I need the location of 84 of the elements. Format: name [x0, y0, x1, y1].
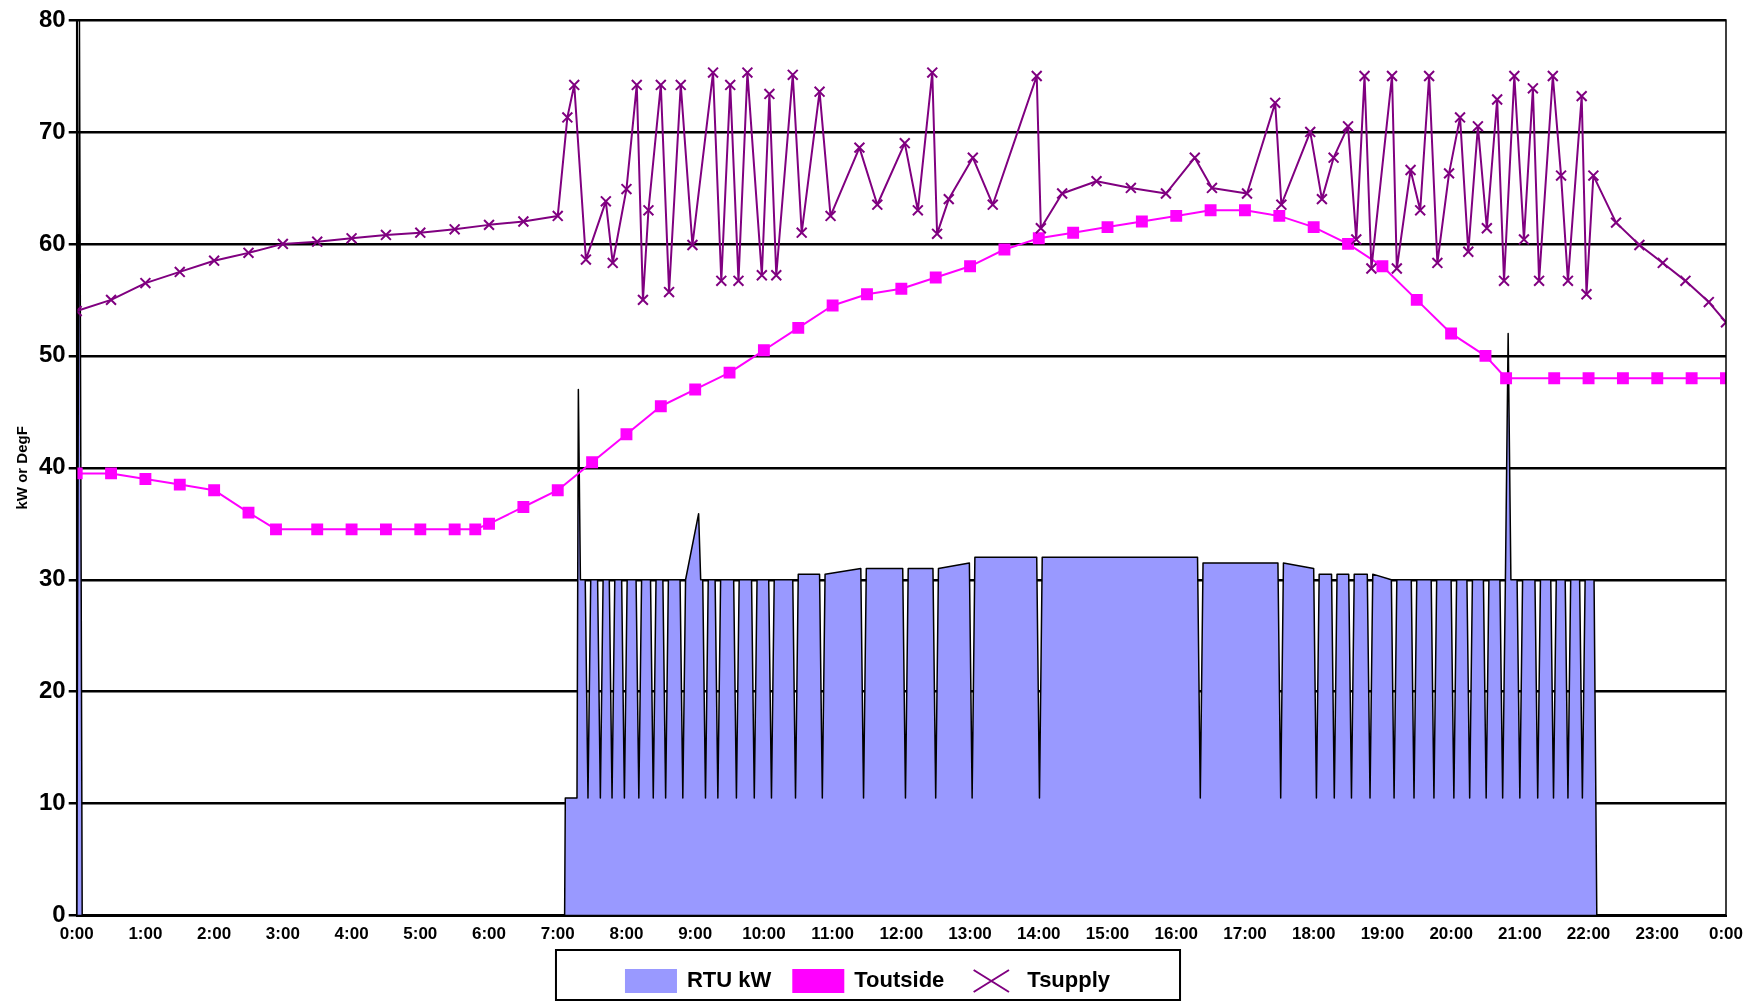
- point: [270, 523, 282, 536]
- x-tick-label: 2:00: [197, 924, 232, 944]
- point: [1204, 204, 1217, 217]
- point: [242, 506, 255, 519]
- x-tick-label: 0:00: [1708, 924, 1744, 944]
- point: [1582, 372, 1595, 385]
- x-tick-label: 22:00: [1566, 924, 1611, 944]
- x-tick-label: 4:00: [334, 924, 369, 944]
- point: [448, 523, 461, 536]
- x-tick-label: 1:00: [128, 924, 163, 944]
- point: [964, 260, 977, 273]
- point: [586, 456, 599, 469]
- legend-label: RTU kW: [686, 967, 772, 993]
- x-tick-label: 19:00: [1360, 924, 1405, 944]
- y-tick-label: 80: [38, 4, 66, 32]
- x-tick-label: 17:00: [1223, 924, 1267, 944]
- point: [551, 484, 564, 497]
- point: [998, 243, 1011, 256]
- x-tick-label: 10:00: [742, 924, 786, 944]
- point: [689, 383, 702, 396]
- point: [826, 299, 839, 312]
- x-tick-label: 16:00: [1154, 924, 1198, 944]
- point: [414, 523, 427, 536]
- y-tick-label: 30: [38, 564, 66, 592]
- x-tick-label: 21:00: [1498, 924, 1542, 944]
- x-tick-label: 7:00: [540, 924, 575, 944]
- y-tick-label: 10: [38, 788, 66, 816]
- y-tick-label: 70: [38, 116, 66, 144]
- point: [861, 288, 873, 301]
- y-axis-title: kW or DegF: [13, 426, 31, 510]
- point: [379, 523, 392, 536]
- point: [1067, 226, 1080, 239]
- point: [1135, 215, 1148, 228]
- point: [654, 400, 667, 413]
- y-tick-label: 20: [38, 676, 66, 704]
- point: [208, 484, 221, 497]
- point: [1342, 237, 1354, 250]
- x-tick-label: 5:00: [403, 924, 438, 944]
- point: [1101, 221, 1114, 234]
- point: [139, 473, 152, 485]
- point: [929, 271, 942, 284]
- point: [173, 478, 186, 491]
- x-tick-label: 14:00: [1017, 924, 1061, 944]
- point: [792, 321, 805, 334]
- point: [1500, 372, 1513, 385]
- point: [1651, 372, 1664, 385]
- x-tick-label: 6:00: [472, 924, 507, 944]
- x-tick-label: 12:00: [879, 924, 924, 944]
- y-tick-label: 40: [38, 452, 66, 480]
- legend-label: Toutside: [854, 967, 945, 993]
- x-tick-label: 20:00: [1429, 924, 1473, 944]
- y-tick-label: 50: [38, 340, 66, 368]
- point: [517, 501, 530, 513]
- point: [1307, 221, 1320, 234]
- x-tick-label: 3:00: [265, 924, 300, 944]
- y-tick-label: 60: [38, 228, 66, 256]
- x-tick-label: 9:00: [678, 924, 713, 944]
- x-tick-label: 11:00: [811, 924, 854, 944]
- point: [345, 523, 358, 536]
- point: [723, 366, 736, 379]
- x-tick-label: 18:00: [1291, 924, 1336, 944]
- point: [311, 523, 324, 536]
- point: [1685, 372, 1698, 385]
- point: [757, 344, 770, 357]
- point: [1410, 293, 1423, 306]
- legend-label: Tsupply: [1027, 967, 1111, 993]
- point: [483, 517, 495, 530]
- point: [469, 523, 482, 536]
- point: [895, 282, 908, 295]
- x-tick-label: 23:00: [1635, 924, 1680, 944]
- point: [1170, 209, 1183, 222]
- point: [1445, 327, 1458, 340]
- point: [1273, 209, 1286, 222]
- point: [1548, 372, 1561, 385]
- point: [620, 428, 633, 441]
- point: [1376, 260, 1389, 273]
- point: [105, 467, 118, 480]
- point: [1479, 349, 1492, 362]
- point: [1616, 372, 1629, 385]
- point: [1032, 232, 1045, 245]
- point: [1239, 204, 1251, 217]
- x-tick-label: 8:00: [609, 924, 644, 944]
- x-tick-label: 15:00: [1085, 924, 1130, 944]
- x-tick-label: 13:00: [948, 924, 992, 944]
